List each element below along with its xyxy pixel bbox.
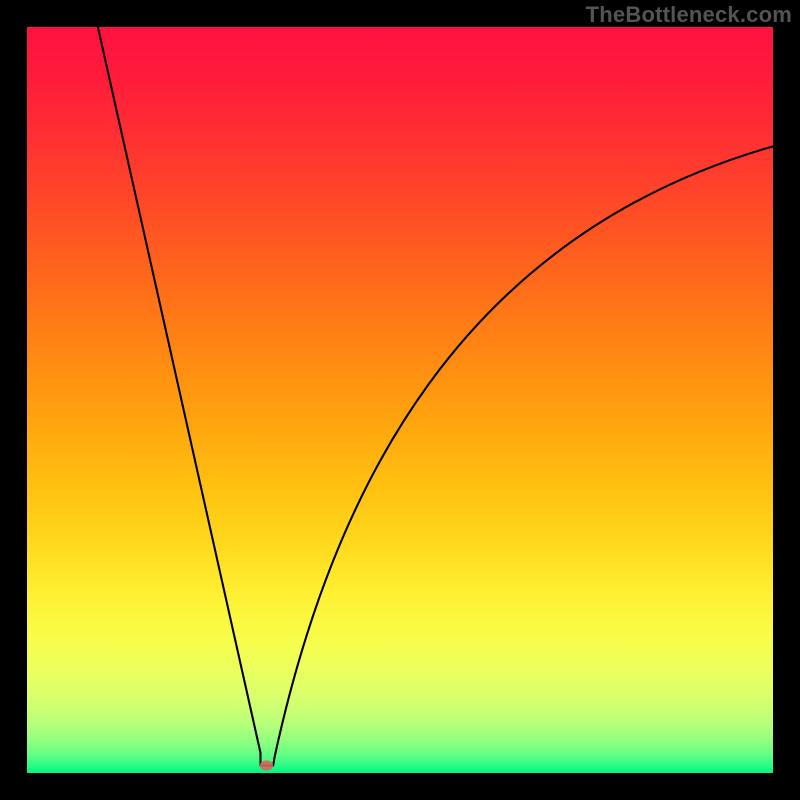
curve-layer xyxy=(27,27,773,773)
minimum-marker xyxy=(260,760,273,770)
figure-root: TheBottleneck.com xyxy=(0,0,800,800)
v-curve xyxy=(98,27,773,766)
attribution-label: TheBottleneck.com xyxy=(586,2,792,28)
plot-area xyxy=(27,27,773,773)
